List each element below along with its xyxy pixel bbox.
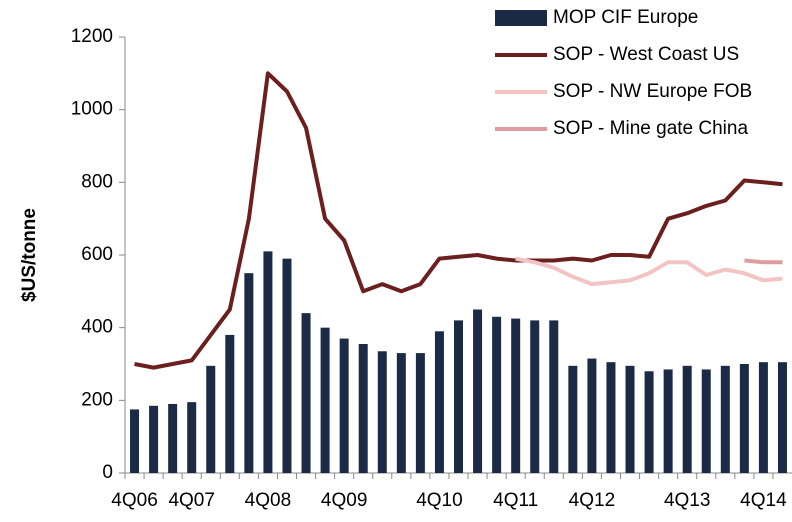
bar: [358, 344, 368, 473]
x-tick-label: 4Q14: [740, 490, 787, 511]
bar: [377, 351, 387, 473]
bar: [130, 409, 140, 473]
bar: [473, 309, 483, 473]
x-tick-label: 4Q07: [168, 490, 214, 511]
y-tick-label: 600: [81, 244, 113, 265]
bar: [301, 313, 311, 473]
y-axis-label: $US/tonne: [19, 208, 40, 302]
legend-label: SOP - NW Europe FOB: [553, 81, 752, 102]
x-tick-label: 4Q09: [321, 490, 367, 511]
x-tick-label: 4Q13: [664, 490, 710, 511]
bar: [244, 273, 254, 473]
bar: [682, 365, 692, 473]
legend-label: SOP - West Coast US: [553, 44, 739, 65]
bar: [263, 251, 273, 473]
legend-label: MOP CIF Europe: [553, 7, 698, 28]
bar: [663, 369, 673, 473]
bar: [587, 358, 597, 473]
bar: [701, 369, 711, 473]
bar: [282, 258, 292, 473]
bar: [187, 402, 197, 473]
bar: [434, 331, 444, 473]
bar: [758, 362, 768, 473]
bar: [320, 327, 330, 473]
bar: [415, 353, 425, 473]
y-tick-label: 1000: [71, 99, 113, 120]
bar: [511, 318, 521, 473]
bar: [168, 403, 178, 473]
bar: [549, 320, 559, 473]
bar: [339, 338, 349, 473]
bar: [149, 405, 159, 473]
bar: [454, 320, 463, 473]
y-tick-label: 400: [81, 317, 113, 338]
line: [744, 258, 783, 265]
bar: [568, 365, 578, 473]
bar: [739, 364, 749, 473]
legend-swatch: [495, 10, 547, 26]
x-tick-label: 4Q12: [569, 490, 615, 511]
bar: [206, 365, 216, 473]
y-tick-label: 800: [81, 171, 113, 192]
bar: [492, 316, 502, 473]
bar: [720, 365, 730, 473]
bar: [225, 334, 235, 473]
y-tick-label: 200: [81, 389, 113, 410]
bar: [606, 362, 616, 473]
y-tick-label: 1200: [71, 26, 113, 47]
bar: [625, 365, 635, 473]
bar: [396, 353, 406, 473]
x-tick-label: 4Q10: [416, 490, 462, 511]
x-tick-label: 4Q11: [493, 490, 538, 511]
line: [134, 71, 783, 370]
legend-label: SOP - Mine gate China: [553, 118, 748, 139]
x-tick-label: 4Q06: [111, 490, 157, 511]
x-tick-label: 4Q08: [245, 490, 291, 511]
line: [515, 256, 783, 287]
y-tick-label: 0: [102, 462, 113, 483]
bar: [530, 320, 540, 473]
bar: [777, 362, 787, 473]
bar: [644, 371, 654, 473]
